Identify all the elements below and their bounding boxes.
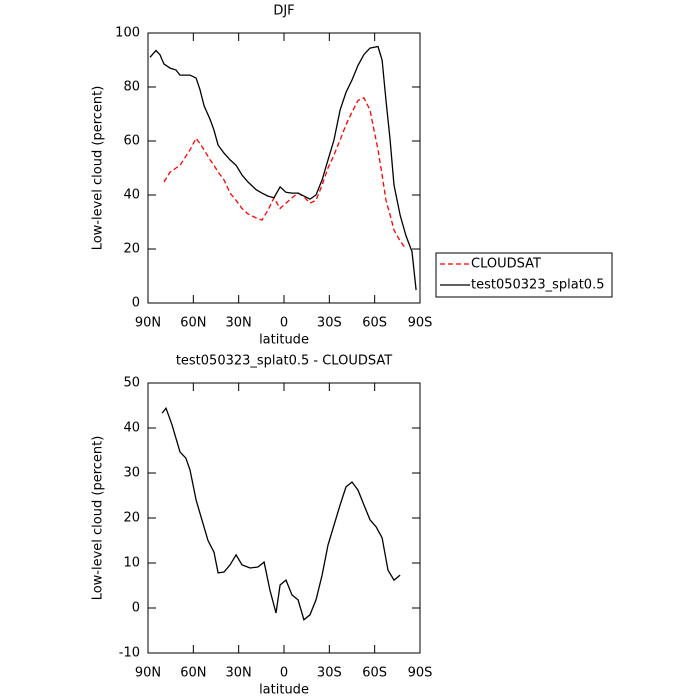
y-tick-label: 40 [123,421,140,436]
plot-frame [147,382,421,654]
x-tick-label: 90S [408,316,433,331]
y-tick-label: 80 [123,80,140,95]
x-tick-label: 30N [226,316,252,331]
y-axis-label: Low-level cloud (percent) [91,86,106,251]
x-tick-label: 30S [317,666,342,681]
legend-label: test050323_splat0.5 [471,278,604,293]
chart-title: test050323_splat0.5 - CLOUDSAT [176,354,392,369]
series-line [149,45,417,291]
y-tick-label: -10 [119,646,140,661]
x-tick-label: 60S [362,316,387,331]
y-tick-label: 20 [123,511,140,526]
x-axis-label: latitude [259,683,309,698]
y-tick-label: 10 [123,556,140,571]
x-tick-label: 30N [226,666,252,681]
x-tick-label: 30S [317,316,342,331]
x-tick-label: 0 [280,666,288,681]
legend-label: CLOUDSAT [471,257,541,272]
x-tick-label: 90N [135,666,161,681]
plot-frame [147,32,421,304]
y-tick-label: 20 [123,242,140,257]
y-tick-label: 50 [123,376,140,391]
y-tick-label: 30 [123,466,140,481]
y-tick-label: 40 [123,188,140,203]
x-tick-label: 90N [135,316,161,331]
y-tick-label: 100 [115,26,140,41]
series-line [161,406,401,621]
y-tick-label: 0 [132,601,140,616]
x-tick-label: 90S [408,666,433,681]
series-line [163,96,407,250]
chart-title: DJF [273,4,294,19]
x-tick-label: 60N [180,316,206,331]
y-tick-label: 0 [132,296,140,311]
legend-box [435,252,613,298]
y-tick-label: 60 [123,134,140,149]
y-axis-label: Low-level cloud (percent) [91,436,106,601]
x-tick-label: 60S [362,666,387,681]
x-tick-label: 60N [180,666,206,681]
x-axis-label: latitude [259,333,309,348]
x-tick-label: 0 [280,316,288,331]
